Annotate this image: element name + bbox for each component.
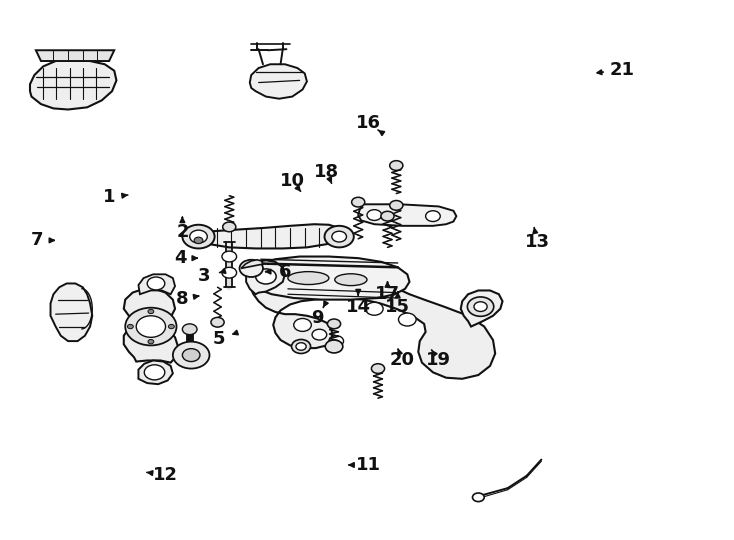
Text: 3: 3 [198, 267, 211, 286]
Circle shape [211, 318, 224, 327]
Circle shape [332, 231, 346, 242]
Circle shape [173, 342, 209, 369]
Ellipse shape [288, 272, 329, 285]
Polygon shape [250, 270, 495, 379]
Text: 6: 6 [279, 262, 291, 281]
Circle shape [366, 302, 383, 315]
Text: 18: 18 [314, 163, 339, 181]
Circle shape [169, 325, 174, 329]
Circle shape [148, 309, 154, 314]
Polygon shape [51, 284, 92, 341]
Circle shape [194, 237, 203, 244]
Polygon shape [358, 204, 457, 226]
Text: 15: 15 [385, 298, 410, 315]
Polygon shape [139, 361, 173, 384]
Text: 21: 21 [609, 60, 634, 79]
Circle shape [294, 319, 311, 332]
Circle shape [399, 313, 416, 326]
Text: 19: 19 [426, 352, 451, 369]
Circle shape [296, 343, 306, 350]
Circle shape [126, 308, 176, 346]
Text: 4: 4 [174, 249, 186, 267]
Polygon shape [250, 64, 307, 99]
Circle shape [367, 210, 382, 220]
Polygon shape [246, 260, 285, 294]
Text: 16: 16 [356, 114, 381, 132]
Circle shape [182, 324, 197, 335]
Text: 9: 9 [311, 309, 324, 327]
Circle shape [222, 251, 236, 262]
Text: 8: 8 [176, 289, 189, 308]
Circle shape [239, 260, 263, 277]
Text: 14: 14 [346, 298, 371, 315]
Circle shape [381, 211, 394, 221]
Polygon shape [124, 289, 178, 363]
Circle shape [182, 349, 200, 362]
Circle shape [329, 336, 344, 347]
Circle shape [468, 297, 494, 316]
Circle shape [324, 226, 354, 247]
Circle shape [145, 365, 165, 380]
Circle shape [325, 340, 343, 353]
Text: 13: 13 [525, 233, 550, 251]
Text: 1: 1 [103, 188, 115, 206]
Text: 12: 12 [153, 465, 178, 484]
Circle shape [128, 325, 134, 329]
Text: 7: 7 [31, 231, 43, 249]
Circle shape [390, 161, 403, 170]
Circle shape [327, 319, 341, 329]
Circle shape [473, 493, 484, 502]
Circle shape [148, 340, 154, 344]
Circle shape [148, 277, 165, 290]
Circle shape [189, 230, 207, 243]
Text: 17: 17 [375, 285, 400, 303]
Circle shape [426, 211, 440, 221]
Ellipse shape [335, 274, 367, 286]
Circle shape [352, 197, 365, 207]
Text: 5: 5 [213, 330, 225, 348]
Circle shape [474, 302, 487, 312]
Polygon shape [192, 224, 344, 248]
Polygon shape [248, 256, 410, 300]
Circle shape [182, 225, 214, 248]
Text: 2: 2 [176, 224, 189, 241]
Text: 10: 10 [280, 172, 305, 190]
Text: 20: 20 [390, 352, 415, 369]
Circle shape [291, 340, 310, 354]
Polygon shape [241, 260, 263, 268]
Polygon shape [30, 60, 117, 110]
Circle shape [255, 269, 276, 284]
Circle shape [312, 329, 327, 340]
Polygon shape [139, 274, 175, 294]
Circle shape [222, 267, 236, 278]
Circle shape [222, 222, 236, 232]
Circle shape [137, 316, 166, 338]
Polygon shape [36, 50, 115, 61]
Circle shape [390, 200, 403, 210]
Text: 11: 11 [356, 456, 381, 474]
Polygon shape [461, 291, 503, 327]
Circle shape [371, 364, 385, 374]
